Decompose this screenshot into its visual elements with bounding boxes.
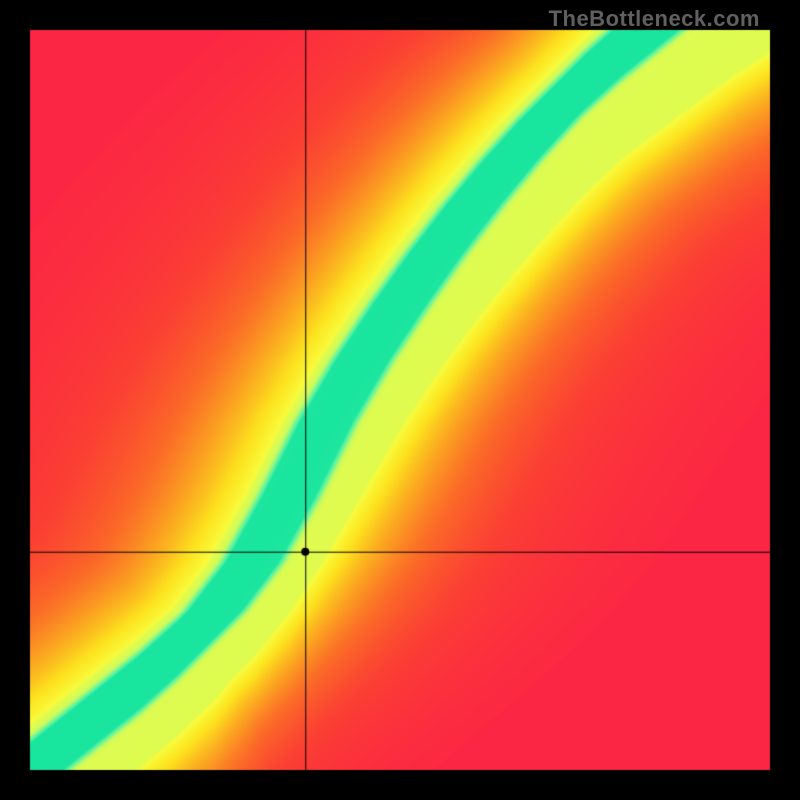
bottleneck-heatmap — [0, 0, 800, 800]
watermark-text: TheBottleneck.com — [549, 6, 760, 32]
chart-container: TheBottleneck.com — [0, 0, 800, 800]
